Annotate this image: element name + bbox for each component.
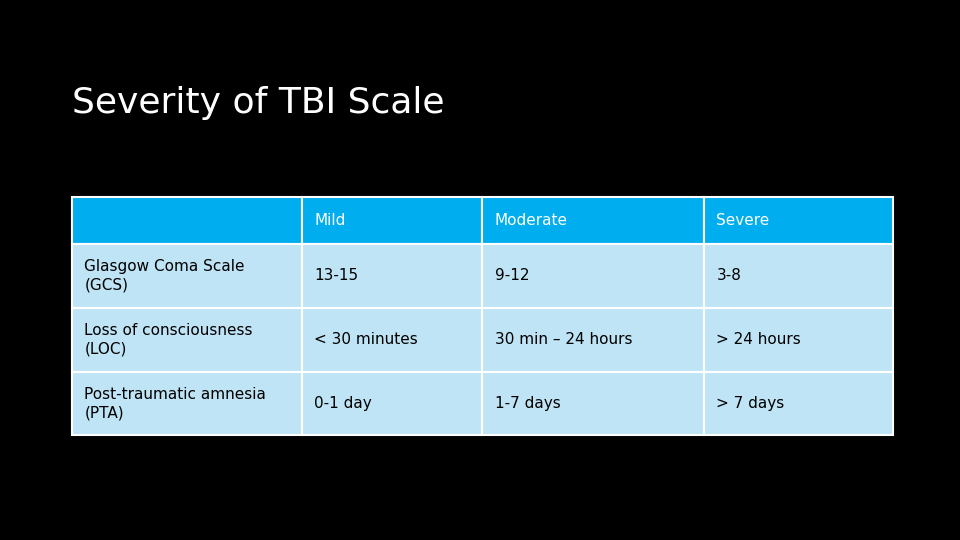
Text: 3-8: 3-8 — [716, 268, 741, 284]
Text: Mild: Mild — [314, 213, 346, 228]
Text: Severe: Severe — [716, 213, 770, 228]
Text: 0-1 day: 0-1 day — [314, 396, 372, 411]
Text: Loss of consciousness
(LOC): Loss of consciousness (LOC) — [84, 323, 253, 356]
Text: 30 min – 24 hours: 30 min – 24 hours — [495, 332, 633, 347]
Text: 1-7 days: 1-7 days — [495, 396, 561, 411]
Text: 13-15: 13-15 — [314, 268, 358, 284]
Text: Post-traumatic amnesia
(PTA): Post-traumatic amnesia (PTA) — [84, 387, 266, 420]
Text: Glasgow Coma Scale
(GCS): Glasgow Coma Scale (GCS) — [84, 259, 245, 293]
Text: > 7 days: > 7 days — [716, 396, 784, 411]
Text: > 24 hours: > 24 hours — [716, 332, 802, 347]
Text: 9-12: 9-12 — [495, 268, 529, 284]
Text: Moderate: Moderate — [495, 213, 568, 228]
Text: < 30 minutes: < 30 minutes — [314, 332, 418, 347]
Text: Severity of TBI Scale: Severity of TBI Scale — [72, 86, 444, 120]
